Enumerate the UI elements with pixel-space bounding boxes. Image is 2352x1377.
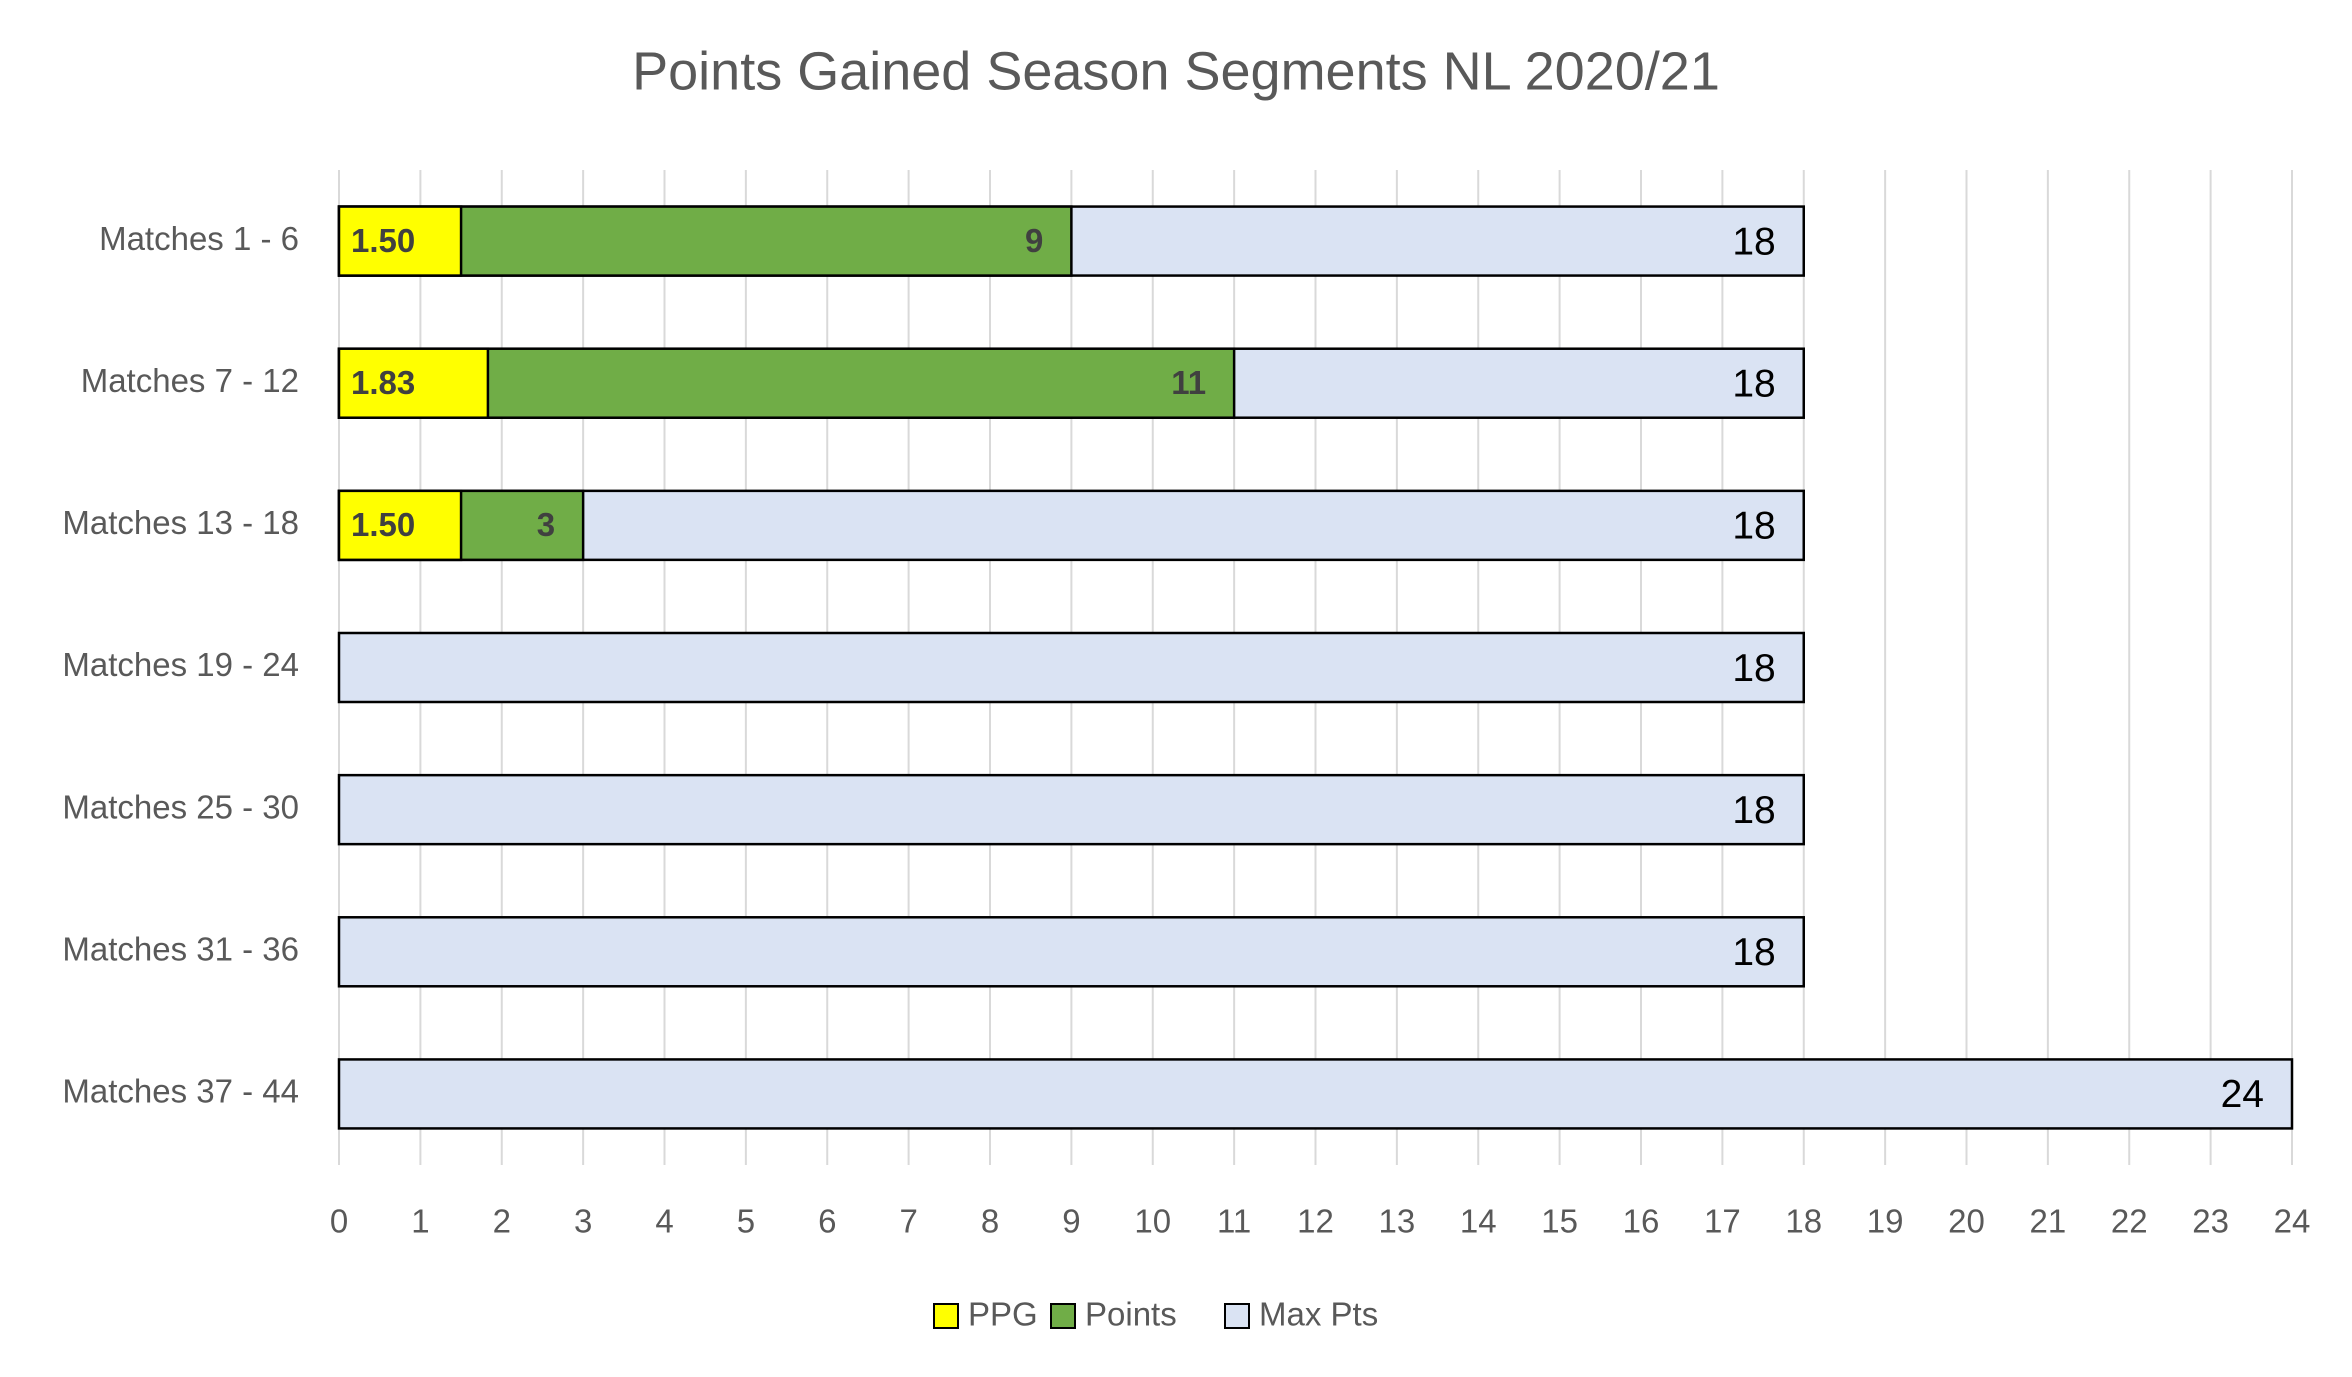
data-label: 18 <box>1732 931 1775 974</box>
x-tick-label: 7 <box>899 1203 917 1240</box>
data-label: 3 <box>537 506 555 543</box>
bar <box>337 205 463 277</box>
data-label: 18 <box>1732 220 1775 263</box>
x-tick-label: 2 <box>493 1203 511 1240</box>
x-tick-label: 13 <box>1379 1203 1416 1240</box>
x-tick-label: 6 <box>818 1203 836 1240</box>
data-label: 18 <box>1732 647 1775 690</box>
x-tick-label: 1 <box>411 1203 429 1240</box>
legend-swatch <box>933 1303 959 1329</box>
x-tick-label: 11 <box>1217 1203 1251 1240</box>
y-tick-label: Matches 37 - 44 <box>62 1073 299 1110</box>
bar <box>337 773 1805 846</box>
x-tick-label: 3 <box>574 1203 592 1240</box>
x-tick-label: 5 <box>737 1203 755 1240</box>
x-tick-label: 9 <box>1062 1203 1080 1240</box>
y-tick-label: Matches 31 - 36 <box>62 931 299 968</box>
legend-swatch <box>1224 1303 1250 1329</box>
bar <box>337 1058 2294 1130</box>
data-label: 1.50 <box>351 222 415 259</box>
x-tick-label: 18 <box>1785 1203 1822 1240</box>
data-label: 18 <box>1732 505 1775 548</box>
legend-label: Max Pts <box>1259 1296 1378 1333</box>
x-tick-label: 17 <box>1704 1203 1741 1240</box>
legend-label: Points <box>1085 1296 1177 1333</box>
y-tick-label: Matches 19 - 24 <box>62 646 299 683</box>
data-label: 1.50 <box>351 506 415 543</box>
y-tick-label: Matches 7 - 12 <box>81 362 299 399</box>
data-label: 9 <box>1025 222 1043 259</box>
y-tick-label: Matches 25 - 30 <box>62 788 299 825</box>
y-tick-label: Matches 13 - 18 <box>62 504 299 541</box>
data-label: 1.83 <box>351 364 415 401</box>
y-tick-label: Matches 1 - 6 <box>99 220 299 257</box>
data-label: 11 <box>1171 364 1206 401</box>
x-tick-label: 10 <box>1134 1203 1171 1240</box>
x-tick-label: 24 <box>2274 1203 2311 1240</box>
x-tick-label: 19 <box>1867 1203 1904 1240</box>
legend-swatch <box>1050 1303 1076 1329</box>
bar <box>337 347 490 419</box>
x-tick-label: 22 <box>2111 1203 2148 1240</box>
x-tick-label: 15 <box>1541 1203 1578 1240</box>
legend-label: PPG <box>968 1296 1038 1333</box>
x-tick-label: 16 <box>1623 1203 1660 1240</box>
bar <box>337 631 1805 704</box>
x-tick-label: 8 <box>981 1203 999 1240</box>
data-label: 18 <box>1732 789 1775 832</box>
x-tick-label: 0 <box>330 1203 348 1240</box>
bar <box>337 489 463 562</box>
x-tick-label: 23 <box>2192 1203 2229 1240</box>
x-tick-label: 20 <box>1948 1203 1985 1240</box>
data-label: 24 <box>2221 1073 2264 1116</box>
bar <box>337 916 1805 988</box>
x-tick-label: 4 <box>655 1203 673 1240</box>
x-tick-label: 12 <box>1297 1203 1334 1240</box>
x-tick-label: 21 <box>2030 1203 2067 1240</box>
x-tick-label: 14 <box>1460 1203 1497 1240</box>
data-label: 18 <box>1732 363 1775 406</box>
chart-title: Points Gained Season Segments NL 2020/21 <box>632 41 1720 101</box>
